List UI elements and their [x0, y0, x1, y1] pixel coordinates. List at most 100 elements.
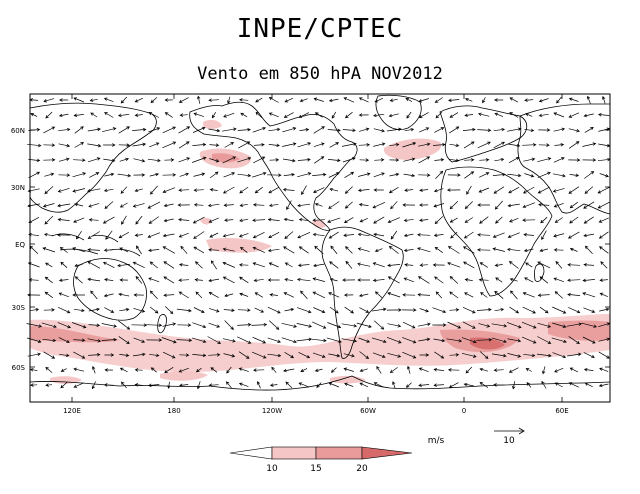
- wind-arrow: [60, 381, 68, 389]
- wind-arrow: [492, 247, 505, 252]
- wind-arrow: [568, 128, 580, 133]
- wind-arrow: [552, 352, 567, 359]
- wind-arrow: [103, 293, 114, 298]
- wind-arrow: [464, 158, 475, 162]
- wind-arrow: [359, 382, 369, 388]
- wind-arrow: [253, 156, 266, 164]
- wind-arrow: [193, 172, 206, 177]
- wind-arrow: [87, 261, 101, 269]
- wind-arrow: [42, 203, 55, 208]
- wind-arrow: [523, 353, 536, 358]
- legend-box-below-10: [229, 446, 273, 460]
- wind-arrow: [43, 98, 55, 103]
- wind-arrow: [226, 366, 232, 374]
- wind-arrow: [371, 337, 387, 344]
- wind-arrow: [583, 201, 595, 209]
- wind-arrow: [552, 173, 566, 178]
- wind-arrow: [343, 367, 355, 372]
- wind-arrow: [419, 188, 429, 192]
- wind-arrow: [418, 112, 429, 118]
- wind-arrow: [541, 366, 546, 375]
- wind-arrow: [238, 382, 249, 387]
- wind-arrow: [568, 141, 580, 149]
- wind-arrow: [149, 353, 160, 358]
- wind-arrow: [103, 383, 114, 387]
- wind-arrow: [59, 98, 69, 102]
- wind-arrow: [269, 383, 278, 387]
- wind-arrow: [568, 307, 581, 314]
- wind-arrow: [583, 233, 595, 238]
- wind-arrow: [298, 351, 311, 359]
- wind-arrow: [177, 323, 192, 327]
- wind-arrow: [462, 306, 476, 314]
- wind-arrow: [433, 188, 444, 193]
- wind-arrow: [433, 383, 444, 387]
- wind-arrow: [148, 216, 160, 224]
- legend-box-15-20: [315, 446, 363, 460]
- wind-arrow: [162, 246, 175, 254]
- wind-arrow: [254, 186, 263, 194]
- wind-arrow: [598, 231, 609, 239]
- wind-arrow: [479, 381, 489, 388]
- wind-arrow: [89, 98, 98, 102]
- wind-arrow: [208, 308, 220, 313]
- wind-arrow: [358, 97, 369, 103]
- wind-arrow: [192, 126, 206, 133]
- wind-arrow: [522, 292, 535, 298]
- wind-arrow: [43, 158, 56, 162]
- wind-arrow: [44, 172, 55, 177]
- wind-arrow: [146, 323, 163, 327]
- wind-arrow: [239, 292, 249, 297]
- wind-arrow: [178, 141, 190, 149]
- wind-arrow: [297, 157, 311, 162]
- wind-arrow: [102, 261, 115, 269]
- wind-arrow: [432, 307, 447, 314]
- wind-arrow: [178, 126, 191, 134]
- wind-arrow: [508, 143, 521, 148]
- lat-label: EQ: [15, 241, 25, 249]
- wind-arrow: [283, 368, 295, 373]
- wind-arrow: [267, 173, 282, 177]
- wind-arrow: [179, 383, 189, 387]
- wind-arrow: [60, 261, 68, 268]
- wind-arrow: [73, 367, 85, 372]
- wind-arrow: [599, 278, 608, 282]
- wind-arrow: [237, 308, 251, 312]
- wind-arrow: [134, 233, 143, 237]
- wind-arrow: [447, 368, 460, 372]
- lat-label: 30S: [12, 304, 26, 312]
- wind-arrow: [537, 171, 551, 178]
- wind-arrow: [192, 216, 205, 224]
- wind-arrow: [314, 202, 323, 207]
- wind-arrow: [208, 98, 220, 102]
- wind-arrow: [477, 128, 492, 133]
- wind-arrow: [286, 200, 292, 211]
- wind-arrow: [403, 277, 414, 283]
- wind-arrow: [554, 382, 563, 388]
- wind-arrow: [567, 292, 581, 297]
- wind-arrow: [222, 276, 235, 284]
- wind-arrow: [447, 246, 460, 254]
- wind-arrow: [239, 218, 249, 223]
- coast-antarctica: [29, 375, 611, 391]
- wind-arrow: [44, 291, 54, 299]
- wind-arrow: [208, 128, 221, 133]
- wind-arrow: [583, 307, 596, 313]
- wind-arrow: [178, 367, 189, 373]
- wind-arrow: [328, 171, 340, 178]
- wind-arrow: [57, 322, 71, 329]
- wind-arrow: [208, 322, 221, 328]
- lon-label: 120W: [262, 407, 282, 415]
- color-legend: 10 15 20: [229, 446, 413, 474]
- wind-arrow: [358, 172, 371, 177]
- wind-arrow: [417, 276, 430, 284]
- shade-southern-track-core: [30, 320, 610, 353]
- wind-arrow: [373, 113, 385, 118]
- wind-arrow: [104, 353, 115, 357]
- wind-arrow: [434, 127, 445, 133]
- wind-arrow: [149, 261, 159, 269]
- wind-arrow: [90, 112, 98, 118]
- wind-arrow: [208, 383, 219, 387]
- wind-arrow: [238, 141, 251, 149]
- wind-arrow: [193, 307, 205, 314]
